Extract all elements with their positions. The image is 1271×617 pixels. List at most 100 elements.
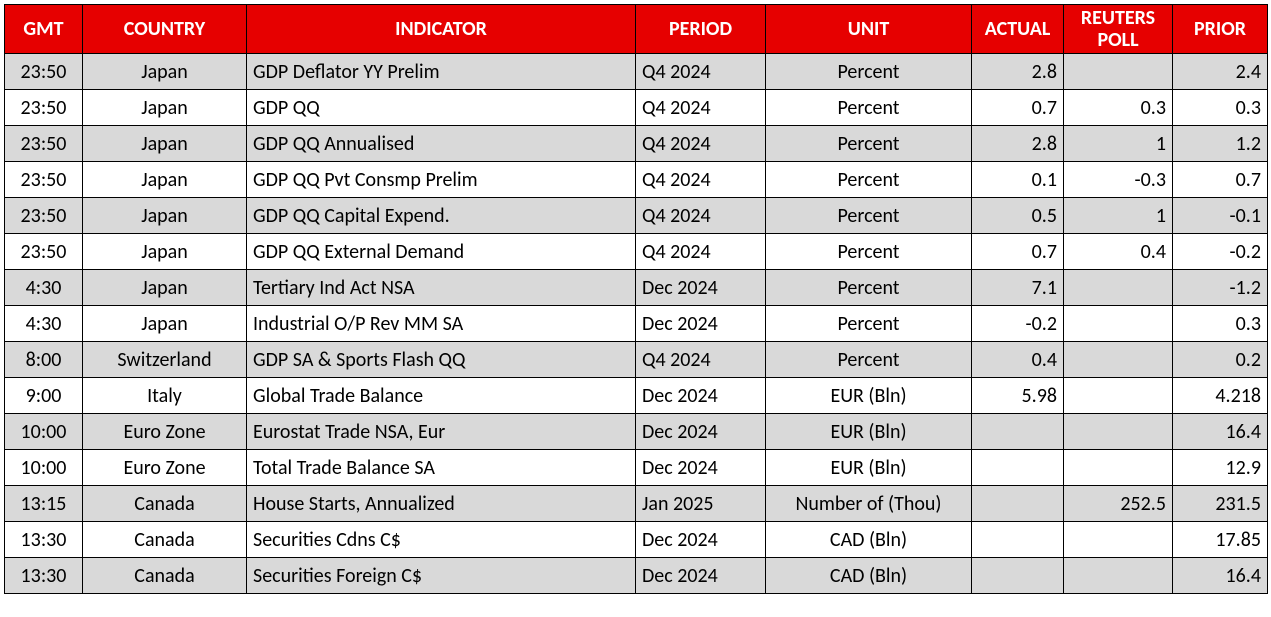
cell-poll: -0.3 bbox=[1064, 162, 1173, 198]
col-header-actual: ACTUAL bbox=[972, 5, 1064, 54]
cell-unit: Percent bbox=[766, 90, 972, 126]
table-row: 23:50JapanGDP QQ Capital Expend.Q4 2024P… bbox=[5, 198, 1268, 234]
cell-period: Q4 2024 bbox=[636, 126, 766, 162]
cell-period: Jan 2025 bbox=[636, 486, 766, 522]
table-row: 23:50JapanGDP Deflator YY PrelimQ4 2024P… bbox=[5, 54, 1268, 90]
cell-indicator: GDP QQ Annualised bbox=[247, 126, 636, 162]
table-row: 23:50JapanGDP QQ AnnualisedQ4 2024Percen… bbox=[5, 126, 1268, 162]
cell-actual: 5.98 bbox=[972, 378, 1064, 414]
cell-gmt: 10:00 bbox=[5, 414, 83, 450]
cell-gmt: 23:50 bbox=[5, 126, 83, 162]
cell-poll bbox=[1064, 450, 1173, 486]
cell-unit: Percent bbox=[766, 270, 972, 306]
cell-poll bbox=[1064, 414, 1173, 450]
cell-indicator: GDP QQ Capital Expend. bbox=[247, 198, 636, 234]
col-header-unit: UNIT bbox=[766, 5, 972, 54]
col-header-country: COUNTRY bbox=[83, 5, 247, 54]
cell-gmt: 13:15 bbox=[5, 486, 83, 522]
cell-poll bbox=[1064, 270, 1173, 306]
cell-unit: EUR (Bln) bbox=[766, 414, 972, 450]
cell-country: Canada bbox=[83, 522, 247, 558]
cell-unit: Percent bbox=[766, 198, 972, 234]
cell-unit: CAD (Bln) bbox=[766, 522, 972, 558]
cell-unit: Percent bbox=[766, 234, 972, 270]
cell-country: Japan bbox=[83, 198, 247, 234]
cell-period: Q4 2024 bbox=[636, 342, 766, 378]
cell-unit: Percent bbox=[766, 306, 972, 342]
table-row: 23:50JapanGDP QQ Pvt Consmp PrelimQ4 202… bbox=[5, 162, 1268, 198]
cell-actual: 0.1 bbox=[972, 162, 1064, 198]
cell-indicator: GDP QQ External Demand bbox=[247, 234, 636, 270]
cell-actual: 0.4 bbox=[972, 342, 1064, 378]
cell-prior: 16.4 bbox=[1173, 558, 1268, 594]
cell-gmt: 13:30 bbox=[5, 558, 83, 594]
cell-actual: 2.8 bbox=[972, 54, 1064, 90]
cell-prior: 17.85 bbox=[1173, 522, 1268, 558]
cell-prior: 2.4 bbox=[1173, 54, 1268, 90]
cell-poll bbox=[1064, 378, 1173, 414]
cell-country: Japan bbox=[83, 234, 247, 270]
cell-period: Dec 2024 bbox=[636, 378, 766, 414]
cell-country: Switzerland bbox=[83, 342, 247, 378]
table-row: 8:00SwitzerlandGDP SA & Sports Flash QQQ… bbox=[5, 342, 1268, 378]
cell-unit: CAD (Bln) bbox=[766, 558, 972, 594]
cell-period: Q4 2024 bbox=[636, 162, 766, 198]
cell-gmt: 23:50 bbox=[5, 162, 83, 198]
cell-prior: -0.1 bbox=[1173, 198, 1268, 234]
cell-indicator: Global Trade Balance bbox=[247, 378, 636, 414]
table-row: 10:00Euro ZoneEurostat Trade NSA, EurDec… bbox=[5, 414, 1268, 450]
cell-period: Q4 2024 bbox=[636, 90, 766, 126]
cell-gmt: 23:50 bbox=[5, 54, 83, 90]
cell-prior: 0.3 bbox=[1173, 306, 1268, 342]
cell-indicator: GDP QQ bbox=[247, 90, 636, 126]
cell-actual bbox=[972, 450, 1064, 486]
cell-actual: 2.8 bbox=[972, 126, 1064, 162]
cell-indicator: Tertiary Ind Act NSA bbox=[247, 270, 636, 306]
cell-unit: EUR (Bln) bbox=[766, 378, 972, 414]
cell-indicator: GDP Deflator YY Prelim bbox=[247, 54, 636, 90]
cell-actual: 0.7 bbox=[972, 234, 1064, 270]
cell-period: Dec 2024 bbox=[636, 306, 766, 342]
cell-country: Euro Zone bbox=[83, 450, 247, 486]
cell-poll bbox=[1064, 342, 1173, 378]
cell-indicator: Industrial O/P Rev MM SA bbox=[247, 306, 636, 342]
col-header-indicator: INDICATOR bbox=[247, 5, 636, 54]
cell-prior: -1.2 bbox=[1173, 270, 1268, 306]
cell-prior: 1.2 bbox=[1173, 126, 1268, 162]
cell-actual: 0.5 bbox=[972, 198, 1064, 234]
cell-actual bbox=[972, 414, 1064, 450]
cell-unit: Percent bbox=[766, 126, 972, 162]
cell-period: Dec 2024 bbox=[636, 522, 766, 558]
cell-period: Dec 2024 bbox=[636, 450, 766, 486]
cell-actual: 0.7 bbox=[972, 90, 1064, 126]
cell-gmt: 9:00 bbox=[5, 378, 83, 414]
cell-period: Q4 2024 bbox=[636, 234, 766, 270]
table-row: 23:50JapanGDP QQ External DemandQ4 2024P… bbox=[5, 234, 1268, 270]
table-row: 13:30CanadaSecurities Foreign C$Dec 2024… bbox=[5, 558, 1268, 594]
cell-unit: Percent bbox=[766, 342, 972, 378]
cell-prior: 0.3 bbox=[1173, 90, 1268, 126]
cell-country: Euro Zone bbox=[83, 414, 247, 450]
table-row: 10:00Euro ZoneTotal Trade Balance SADec … bbox=[5, 450, 1268, 486]
cell-indicator: House Starts, Annualized bbox=[247, 486, 636, 522]
cell-prior: 0.2 bbox=[1173, 342, 1268, 378]
cell-poll: 0.3 bbox=[1064, 90, 1173, 126]
cell-unit: Percent bbox=[766, 54, 972, 90]
cell-country: Canada bbox=[83, 486, 247, 522]
table-row: 13:15CanadaHouse Starts, AnnualizedJan 2… bbox=[5, 486, 1268, 522]
cell-unit: Number of (Thou) bbox=[766, 486, 972, 522]
cell-country: Japan bbox=[83, 270, 247, 306]
cell-poll: 1 bbox=[1064, 198, 1173, 234]
cell-gmt: 4:30 bbox=[5, 306, 83, 342]
cell-country: Japan bbox=[83, 162, 247, 198]
col-header-period: PERIOD bbox=[636, 5, 766, 54]
cell-period: Dec 2024 bbox=[636, 414, 766, 450]
cell-indicator: Eurostat Trade NSA, Eur bbox=[247, 414, 636, 450]
table-row: 9:00ItalyGlobal Trade BalanceDec 2024EUR… bbox=[5, 378, 1268, 414]
cell-gmt: 10:00 bbox=[5, 450, 83, 486]
cell-actual bbox=[972, 558, 1064, 594]
cell-poll: 252.5 bbox=[1064, 486, 1173, 522]
cell-indicator: Securities Foreign C$ bbox=[247, 558, 636, 594]
cell-poll bbox=[1064, 54, 1173, 90]
cell-unit: EUR (Bln) bbox=[766, 450, 972, 486]
